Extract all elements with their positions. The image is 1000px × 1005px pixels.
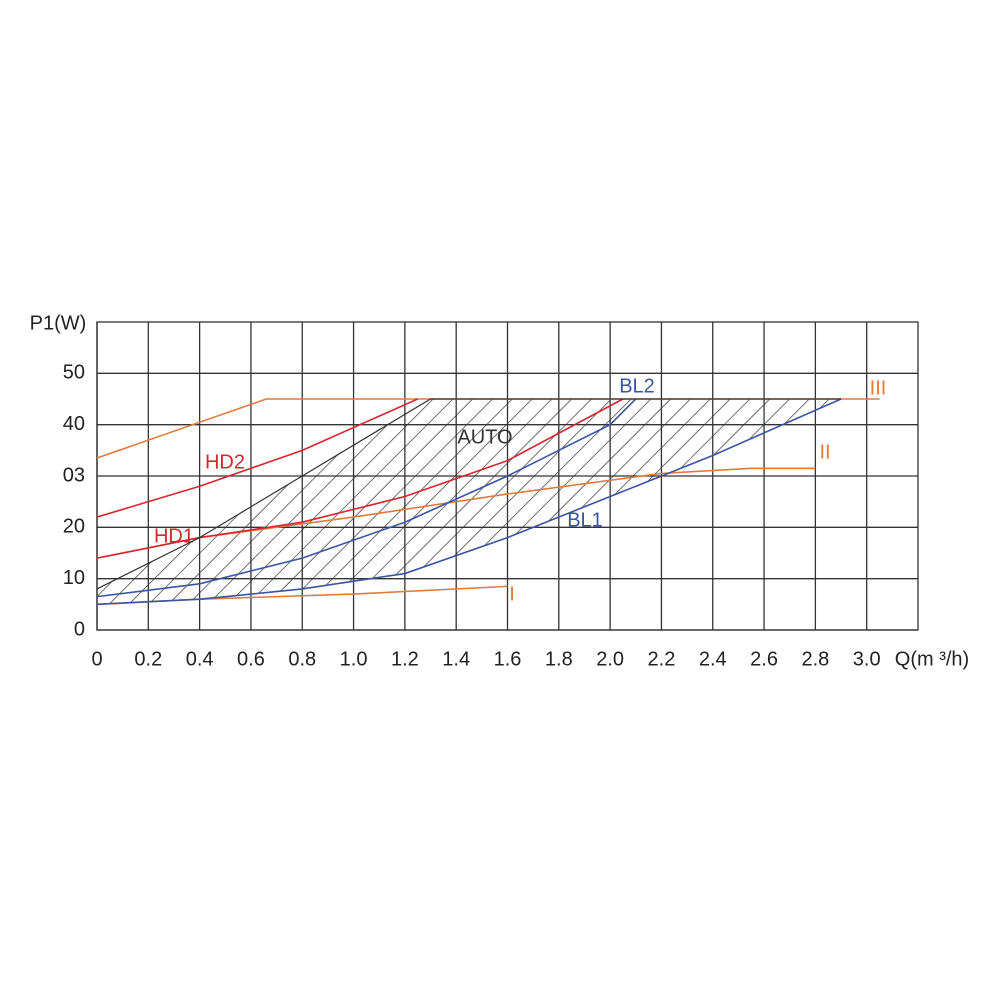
series-label: III <box>870 377 887 399</box>
y-tick-label: 03 <box>63 464 85 486</box>
series-line <box>96 398 624 559</box>
series-label: I <box>509 583 515 605</box>
y-tick-label: 10 <box>63 567 85 589</box>
x-tick-label: 2.6 <box>750 648 778 670</box>
x-tick-label: 0.2 <box>134 648 162 670</box>
x-axis-label: Q(m ³/h) <box>895 648 969 670</box>
x-tick-label: 1.6 <box>494 648 522 670</box>
x-tick-label: 0.6 <box>237 648 265 670</box>
x-tick-label: 1.0 <box>340 648 368 670</box>
series-label: II <box>819 441 830 463</box>
x-tick-label: 0.8 <box>288 648 316 670</box>
x-tick-label: 3.0 <box>853 648 881 670</box>
series-label: BL2 <box>619 375 655 397</box>
y-tick-label: 0 <box>74 618 85 640</box>
x-tick-label: 0.4 <box>186 648 214 670</box>
series-label: HD1 <box>154 525 194 547</box>
x-tick-label: 1.2 <box>391 648 419 670</box>
series-line <box>96 398 842 590</box>
series-label: BL1 <box>567 509 603 531</box>
y-tick-label: 50 <box>63 362 85 384</box>
auto-region <box>97 399 842 605</box>
y-tick-label: 40 <box>63 413 85 435</box>
y-tick-label: 20 <box>63 516 85 538</box>
x-tick-label: 1.4 <box>442 648 470 670</box>
x-tick-label: 2.4 <box>699 648 727 670</box>
x-tick-label: 1.8 <box>545 648 573 670</box>
series-line <box>96 398 842 606</box>
x-tick-label: 2.2 <box>648 648 676 670</box>
series-label: HD2 <box>205 451 245 473</box>
series-line <box>96 398 637 598</box>
x-tick-label: 0 <box>91 648 102 670</box>
x-tick-label: 2.8 <box>801 648 829 670</box>
series-label: AUTO <box>457 426 512 448</box>
y-axis-label: P1(W) <box>30 312 87 334</box>
series-line <box>96 398 419 518</box>
plot-frame <box>96 321 919 631</box>
x-tick-label: 2.0 <box>596 648 624 670</box>
